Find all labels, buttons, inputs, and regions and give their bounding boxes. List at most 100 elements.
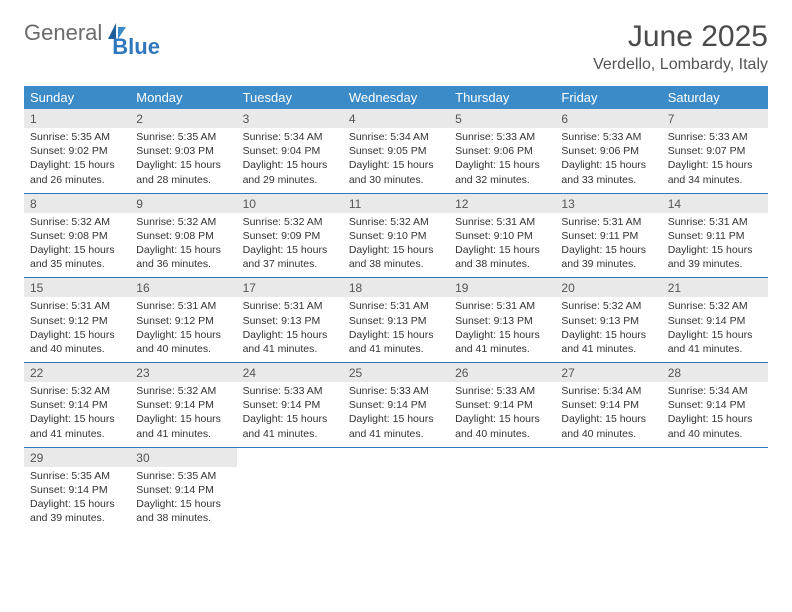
day-number-cell: 18 [343,278,449,297]
day-data-cell: Sunrise: 5:34 AMSunset: 9:14 PMDaylight:… [555,382,661,447]
day-ss: Sunset: 9:08 PM [30,229,124,243]
day-data-cell: Sunrise: 5:34 AMSunset: 9:05 PMDaylight:… [343,128,449,193]
day-ss: Sunset: 9:02 PM [30,144,124,158]
day-number-cell [555,448,661,467]
day-data-cell: Sunrise: 5:32 AMSunset: 9:13 PMDaylight:… [555,297,661,362]
day-d1: Daylight: 15 hours [30,412,124,426]
day-d2: and 35 minutes. [30,257,124,271]
day-d2: and 40 minutes. [136,342,230,356]
day-d1: Daylight: 15 hours [349,412,443,426]
weekday-header: Thursday [449,86,555,109]
day-sr: Sunrise: 5:35 AM [136,130,230,144]
day-number-cell: 1 [24,109,130,128]
day-d2: and 28 minutes. [136,173,230,187]
day-sr: Sunrise: 5:31 AM [30,299,124,313]
day-number-row: 891011121314 [24,194,768,213]
day-number-cell: 12 [449,194,555,213]
day-d1: Daylight: 15 hours [668,412,762,426]
day-sr: Sunrise: 5:35 AM [30,469,124,483]
day-sr: Sunrise: 5:33 AM [243,384,337,398]
day-data-cell: Sunrise: 5:31 AMSunset: 9:13 PMDaylight:… [449,297,555,362]
day-d2: and 39 minutes. [668,257,762,271]
logo: General Blue [24,20,160,46]
day-sr: Sunrise: 5:31 AM [455,215,549,229]
day-number-cell: 23 [130,363,236,382]
day-sr: Sunrise: 5:33 AM [561,130,655,144]
day-d2: and 32 minutes. [455,173,549,187]
day-d1: Daylight: 15 hours [668,243,762,257]
day-data-cell: Sunrise: 5:35 AMSunset: 9:03 PMDaylight:… [130,128,236,193]
day-data-cell: Sunrise: 5:32 AMSunset: 9:10 PMDaylight:… [343,213,449,278]
day-d2: and 41 minutes. [136,427,230,441]
day-data-cell: Sunrise: 5:31 AMSunset: 9:12 PMDaylight:… [130,297,236,362]
header: General Blue June 2025 Verdello, Lombard… [24,20,768,74]
day-data-cell: Sunrise: 5:33 AMSunset: 9:14 PMDaylight:… [343,382,449,447]
day-d2: and 40 minutes. [561,427,655,441]
day-sr: Sunrise: 5:31 AM [668,215,762,229]
day-d1: Daylight: 15 hours [668,158,762,172]
day-data-row: Sunrise: 5:35 AMSunset: 9:02 PMDaylight:… [24,128,768,193]
day-sr: Sunrise: 5:31 AM [243,299,337,313]
day-sr: Sunrise: 5:32 AM [668,299,762,313]
day-d1: Daylight: 15 hours [30,497,124,511]
day-number-cell: 4 [343,109,449,128]
day-d1: Daylight: 15 hours [455,412,549,426]
day-d1: Daylight: 15 hours [455,243,549,257]
day-number-cell: 7 [662,109,768,128]
day-d2: and 40 minutes. [455,427,549,441]
day-ss: Sunset: 9:10 PM [455,229,549,243]
day-sr: Sunrise: 5:31 AM [561,215,655,229]
day-sr: Sunrise: 5:34 AM [243,130,337,144]
day-number-cell: 29 [24,448,130,467]
day-data-cell: Sunrise: 5:35 AMSunset: 9:02 PMDaylight:… [24,128,130,193]
day-data-cell [449,467,555,532]
day-ss: Sunset: 9:13 PM [349,314,443,328]
weekday-header: Monday [130,86,236,109]
day-number-cell: 5 [449,109,555,128]
day-d1: Daylight: 15 hours [136,158,230,172]
day-number-cell: 3 [237,109,343,128]
day-data-cell: Sunrise: 5:32 AMSunset: 9:08 PMDaylight:… [130,213,236,278]
day-d2: and 37 minutes. [243,257,337,271]
weekday-header: Saturday [662,86,768,109]
day-d1: Daylight: 15 hours [30,158,124,172]
day-ss: Sunset: 9:05 PM [349,144,443,158]
title-block: June 2025 Verdello, Lombardy, Italy [593,20,768,74]
day-data-cell: Sunrise: 5:34 AMSunset: 9:14 PMDaylight:… [662,382,768,447]
day-number-cell: 19 [449,278,555,297]
day-sr: Sunrise: 5:35 AM [30,130,124,144]
day-number-row: 22232425262728 [24,363,768,382]
day-sr: Sunrise: 5:31 AM [136,299,230,313]
day-number-cell: 9 [130,194,236,213]
day-d2: and 39 minutes. [561,257,655,271]
day-ss: Sunset: 9:14 PM [668,398,762,412]
day-number-cell: 11 [343,194,449,213]
day-d1: Daylight: 15 hours [243,243,337,257]
day-d2: and 38 minutes. [136,511,230,525]
day-sr: Sunrise: 5:33 AM [455,130,549,144]
day-data-cell: Sunrise: 5:32 AMSunset: 9:08 PMDaylight:… [24,213,130,278]
day-d1: Daylight: 15 hours [349,328,443,342]
day-d1: Daylight: 15 hours [30,328,124,342]
day-ss: Sunset: 9:14 PM [136,483,230,497]
day-ss: Sunset: 9:14 PM [561,398,655,412]
day-sr: Sunrise: 5:35 AM [136,469,230,483]
day-d1: Daylight: 15 hours [561,328,655,342]
day-d2: and 41 minutes. [243,427,337,441]
day-d2: and 41 minutes. [349,342,443,356]
day-number-cell: 8 [24,194,130,213]
day-sr: Sunrise: 5:33 AM [349,384,443,398]
day-data-cell: Sunrise: 5:35 AMSunset: 9:14 PMDaylight:… [24,467,130,532]
day-ss: Sunset: 9:06 PM [561,144,655,158]
weekday-header: Tuesday [237,86,343,109]
day-d2: and 38 minutes. [455,257,549,271]
day-number-cell: 20 [555,278,661,297]
day-sr: Sunrise: 5:33 AM [668,130,762,144]
weekday-header: Wednesday [343,86,449,109]
day-number-cell: 24 [237,363,343,382]
day-d2: and 41 minutes. [243,342,337,356]
day-ss: Sunset: 9:09 PM [243,229,337,243]
day-data-cell [343,467,449,532]
day-sr: Sunrise: 5:32 AM [30,215,124,229]
day-number-cell: 6 [555,109,661,128]
